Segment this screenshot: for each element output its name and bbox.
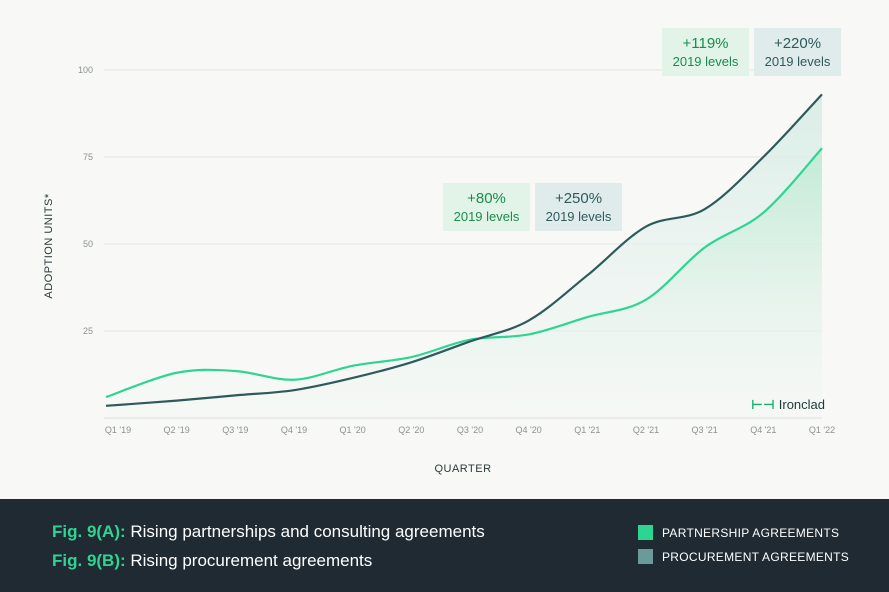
x-tick-label: Q2 '21 [633, 425, 659, 435]
x-tick-labels: Q1 '19 Q2 '19 Q3 '19 Q4 '19 Q1 '20 Q2 '20 Q3 '… [105, 425, 835, 435]
fig-a-tag: Fig. 9(A): [52, 522, 126, 541]
x-tick-label: Q4 '19 [281, 425, 307, 435]
brand-name: Ironclad [778, 397, 826, 412]
callout-partnership-2020: +80% 2019 levels [443, 183, 530, 231]
legend-label: PROCUREMENT AGREEMENTS [662, 550, 850, 564]
x-tick-label: Q1 '19 [105, 425, 131, 435]
callout-sub: 2019 levels [672, 53, 739, 69]
callout-pct: +80% [467, 190, 506, 207]
callout-procurement-2020: +250% 2019 levels [535, 183, 622, 231]
y-tick-label: 25 [83, 326, 93, 336]
callout-sub: 2019 levels [545, 208, 612, 224]
callout-pct: +220% [773, 35, 822, 52]
x-tick-label: Q1 '21 [574, 425, 600, 435]
x-tick-label: Q3 '20 [457, 425, 483, 435]
legend-swatch-procurement [638, 549, 653, 565]
brand-logo: ⊢⊣ Ironclad [751, 397, 825, 413]
x-tick-label: Q4 '21 [750, 425, 776, 435]
x-tick-label: Q2 '20 [398, 425, 424, 435]
x-tick-label: Q3 '19 [222, 425, 248, 435]
partnership-area-fill [106, 148, 822, 419]
callout-pct: +119% [682, 35, 729, 52]
callout-sub: 2019 levels [453, 208, 520, 224]
legend-item-procurement: PROCUREMENT AGREEMENTS [638, 549, 850, 565]
callout-pct: +250% [554, 190, 603, 207]
legend-item-partnership: PARTNERSHIP AGREEMENTS [638, 525, 840, 541]
fig-a-text: Rising partnerships and consulting agree… [125, 522, 485, 541]
legend-label: PARTNERSHIP AGREEMENTS [662, 526, 840, 540]
figure-caption-footer: Fig. 9(A): Rising partnerships and consu… [0, 499, 889, 592]
ironclad-logo-icon: ⊢⊣ [751, 397, 775, 412]
fig-b-caption: Fig. 9(B): Rising procurement agreements [52, 551, 372, 571]
fig-a-caption: Fig. 9(A): Rising partnerships and consu… [52, 522, 485, 542]
x-tick-label: Q4 '20 [516, 425, 542, 435]
y-tick-label: 100 [78, 65, 93, 75]
chart: 25 50 75 100 Q1 '19 Q2 '19 Q3 '19 Q4 '19 Q1 '20… [43, 65, 835, 475]
x-tick-label: Q3 '21 [692, 425, 718, 435]
x-tick-label: Q1 '22 [809, 425, 835, 435]
procurement-series-line [105, 93, 823, 407]
legend-swatch-partnership [638, 525, 653, 541]
x-tick-label: Q1 '20 [340, 425, 366, 435]
x-tick-label: Q2 '19 [164, 425, 190, 435]
y-axis-label: ADOPTION UNITS* [43, 193, 55, 299]
fig-b-tag: Fig. 9(B): [52, 551, 126, 570]
y-tick-label: 75 [83, 152, 93, 162]
fig-b-text: Rising procurement agreements [125, 551, 373, 570]
callout-partnership-2022: +119% 2019 levels [662, 28, 749, 76]
callout-procurement-2022: +220% 2019 levels [754, 28, 841, 76]
y-tick-labels: 25 50 75 100 [78, 65, 93, 336]
callout-sub: 2019 levels [764, 53, 831, 69]
y-tick-label: 50 [83, 239, 93, 249]
x-axis-label: QUARTER [434, 463, 491, 475]
